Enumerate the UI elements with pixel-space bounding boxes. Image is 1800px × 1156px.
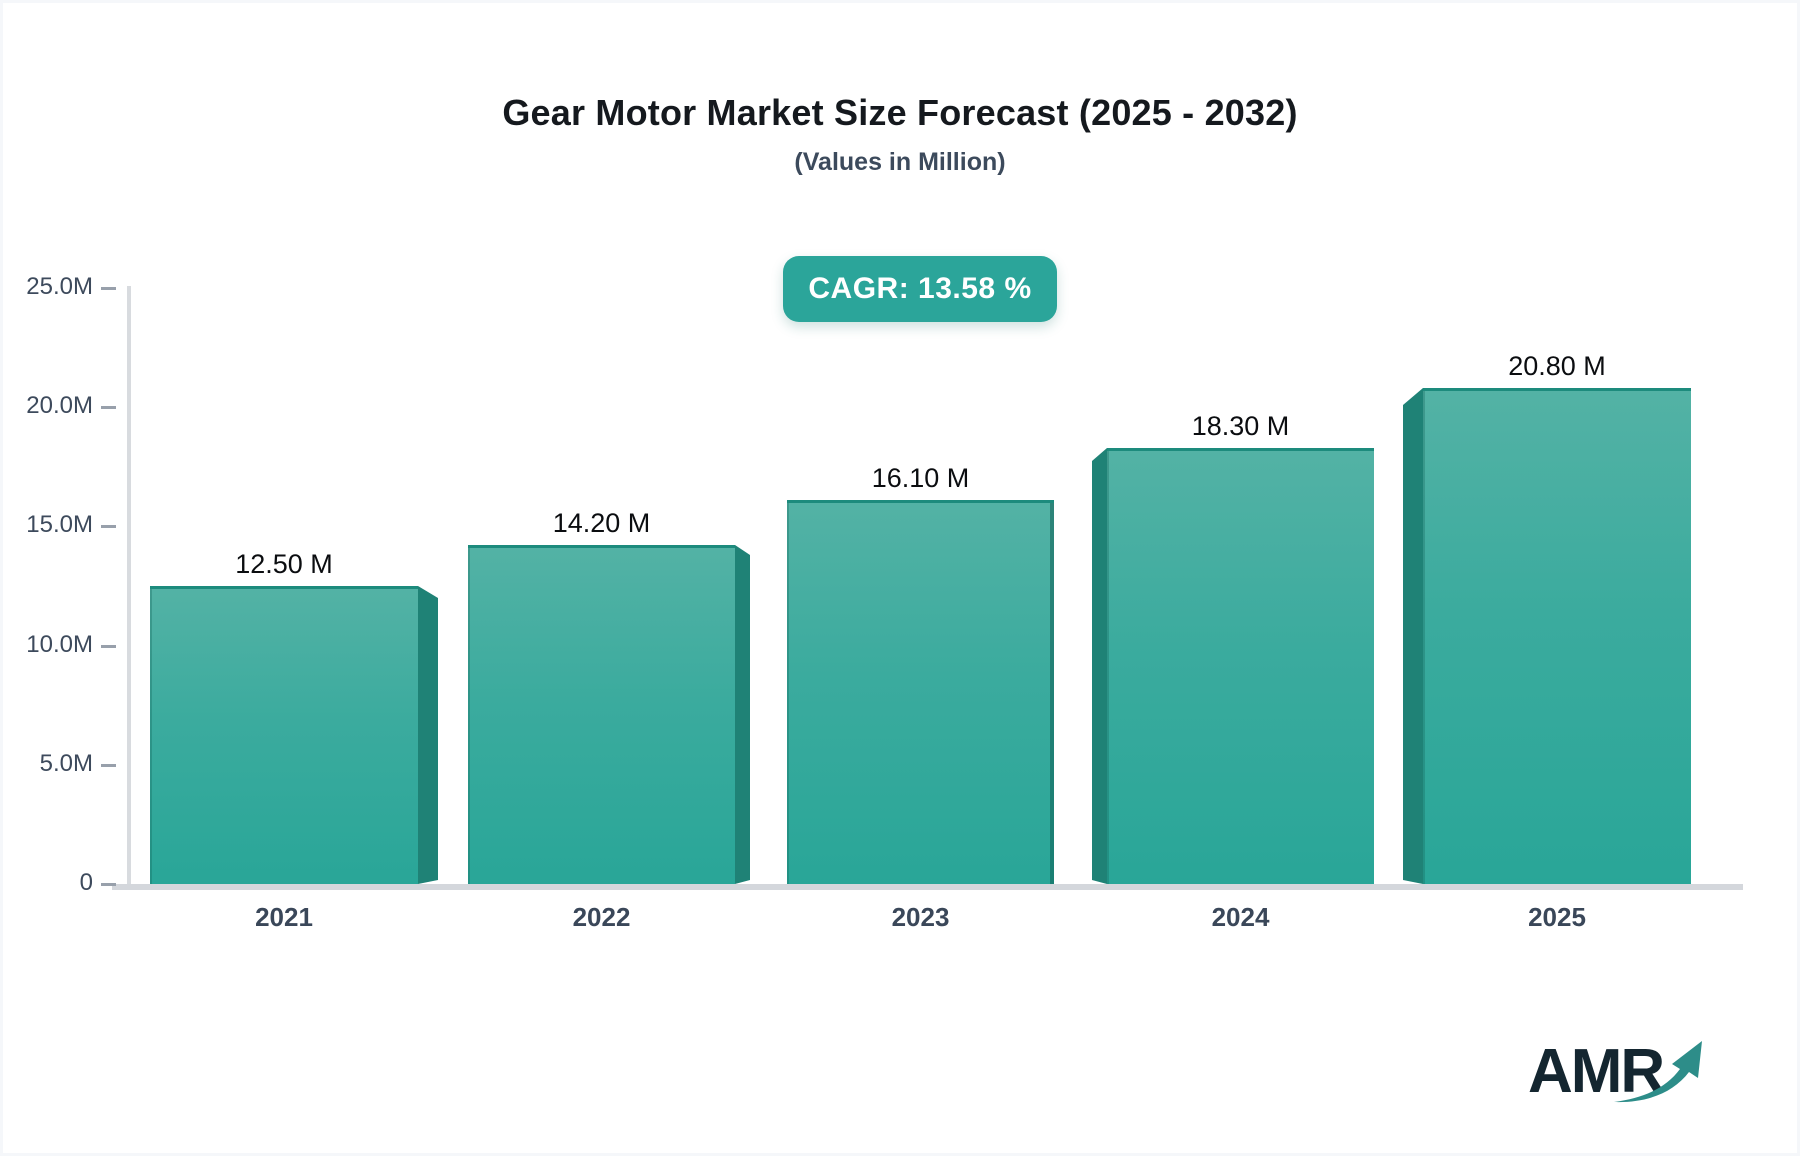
y-axis-tick: [101, 525, 116, 529]
x-axis-label: 2025: [1528, 902, 1586, 932]
bar-value-label: 14.20 M: [552, 508, 651, 538]
bar-2021: [150, 586, 418, 884]
y-axis-tick: [101, 644, 116, 648]
x-axis-label: 2024: [1211, 902, 1270, 932]
y-axis-tick-label: 10.0M: [26, 630, 93, 658]
y-axis-tick: [101, 406, 116, 410]
cagr-badge: CAGR: 13.58 %: [783, 256, 1057, 322]
chart-title: Gear Motor Market Size Forecast (2025 - …: [502, 92, 1298, 133]
x-axis-line: [112, 884, 1743, 890]
y-axis-tick-label: 0: [79, 869, 93, 896]
chart-subtitle: (Values in Million): [794, 148, 1006, 176]
bar-value-label: 18.30 M: [1191, 411, 1290, 441]
x-axis-label: 2023: [891, 902, 950, 932]
y-axis-tick: [101, 763, 116, 767]
bar-side-face: [735, 545, 750, 884]
bar-2023: [787, 500, 1054, 884]
bar-2024: [1107, 448, 1374, 884]
bar-side-face: [1403, 388, 1423, 884]
amr-logo: AMR: [1528, 1036, 1738, 1120]
amr-logo-text: AMR: [1528, 1037, 1665, 1106]
bar-2025: [1423, 388, 1691, 884]
y-axis-tick-label: 25.0M: [26, 273, 93, 300]
y-axis-tick: [101, 287, 116, 290]
y-axis-tick-label: 5.0M: [39, 749, 93, 777]
bar-side-face: [418, 586, 438, 884]
bar-2022: [468, 545, 735, 884]
bar-value-label: 12.50 M: [235, 549, 333, 579]
bar-side-face: [1092, 448, 1107, 884]
y-axis-tick-label: 20.0M: [26, 392, 93, 420]
x-axis-label: 2022: [572, 902, 631, 932]
bar-value-label: 16.10 M: [871, 463, 970, 493]
growth-arrow-icon: [1614, 1041, 1702, 1103]
y-axis-tick-label: 15.0M: [26, 511, 93, 539]
y-axis-tick: [101, 883, 116, 886]
x-axis-label: 2021: [255, 902, 313, 932]
bar-value-label: 20.80 M: [1508, 351, 1606, 381]
y-axis-line: [127, 286, 131, 890]
